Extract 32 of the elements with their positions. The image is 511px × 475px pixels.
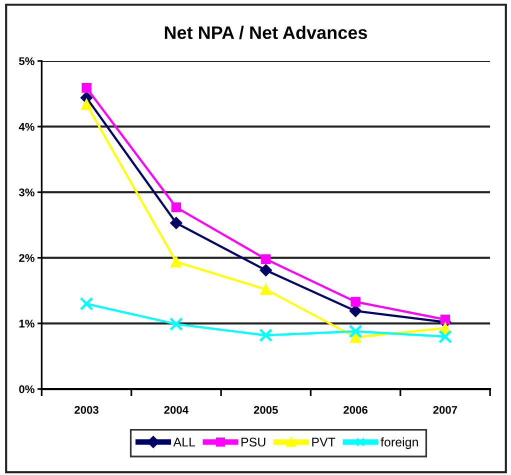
point (261, 254, 271, 264)
y-tick-label: 2% (19, 254, 34, 262)
legend-label: ALL (173, 438, 196, 446)
legend-label: foreign (380, 437, 418, 449)
point (440, 314, 450, 324)
legend-label: PVT (312, 438, 336, 446)
point (259, 328, 273, 342)
point (171, 202, 182, 212)
x-tick-label: 2007 (433, 406, 458, 414)
point (350, 296, 360, 307)
point (80, 98, 92, 110)
x-tick-label: 2006 (344, 406, 368, 414)
point (348, 324, 362, 338)
y-tick-label: 5% (19, 57, 34, 66)
x-tick-label: 2005 (254, 406, 278, 414)
y-tick-label: 1% (19, 320, 34, 328)
point (169, 317, 184, 331)
x-tick-label: 2004 (164, 406, 189, 414)
point (438, 330, 452, 344)
point (260, 264, 272, 276)
y-tick-label: 0% (19, 385, 34, 394)
point (170, 256, 182, 268)
point (80, 296, 94, 311)
point (260, 284, 272, 295)
legend-label: PSU (242, 438, 266, 447)
x-tick-label: 2003 (74, 406, 98, 414)
y-tick-label: 4% (18, 122, 34, 131)
y-tick-label: 3% (18, 188, 34, 196)
point (82, 83, 92, 93)
point (350, 332, 362, 343)
chart-title: Net NPA / Net Advances (164, 26, 367, 40)
point (170, 216, 182, 230)
